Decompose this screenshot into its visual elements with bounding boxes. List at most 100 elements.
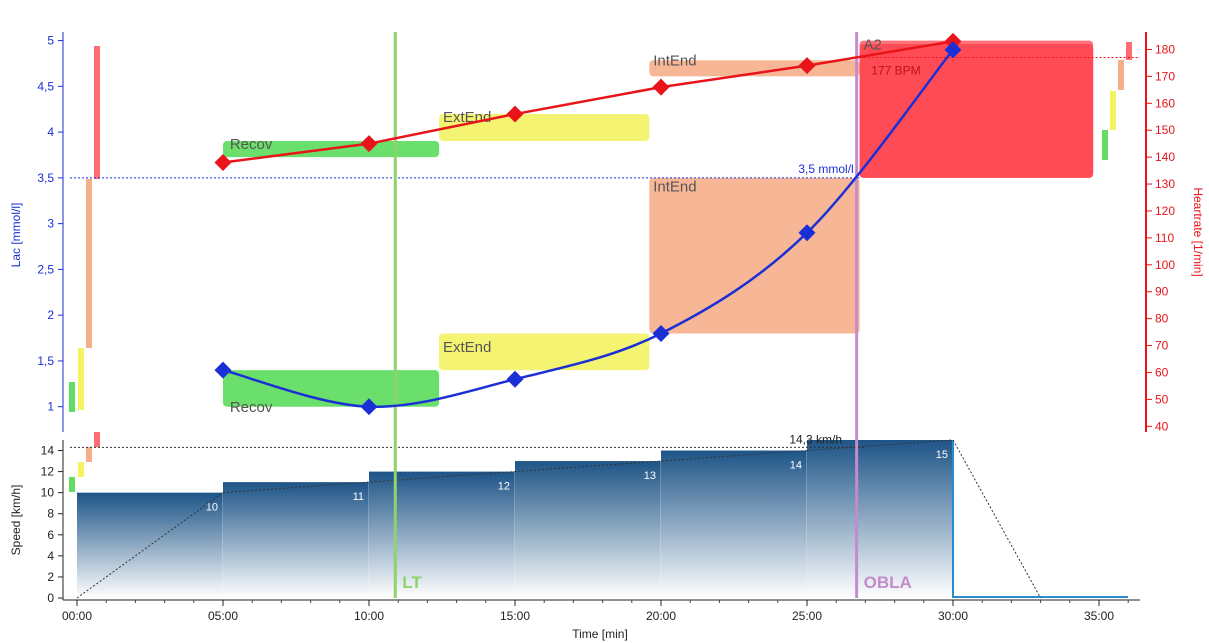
speed-step-10 [77, 492, 223, 598]
heartrate-tick-label: 70 [1155, 339, 1169, 353]
heartrate-point-4 [798, 57, 816, 75]
lactate-point-1 [360, 398, 378, 416]
zone-label-recov-lac: Recov [230, 399, 273, 416]
x-tick-label: 00:00 [62, 609, 92, 623]
zone-label-text: A2 [863, 36, 881, 53]
lactate-tick-label: 3,5 [37, 171, 54, 185]
speed-step-label: 12 [498, 481, 510, 493]
heartrate-tick-label: 130 [1155, 177, 1175, 191]
lactate-tick-label: 2,5 [37, 262, 54, 276]
heartrate-tick-label: 120 [1155, 204, 1175, 218]
zone-label-extend-lac: ExtEnd [443, 339, 491, 356]
right-zone-indicators [1102, 42, 1132, 160]
speed-tick-label: 6 [47, 528, 54, 542]
zone-label-text: Recov [230, 136, 273, 153]
speed-tick-label: 0 [47, 591, 54, 605]
speed-tick-label: 2 [47, 570, 54, 584]
heartrate-tick-label: 100 [1155, 258, 1175, 272]
lactate-point-0 [214, 361, 232, 379]
lactate-tick-label: 1 [47, 400, 54, 414]
heartrate-tick-label: 180 [1155, 42, 1175, 56]
speed-step-label: 13 [644, 470, 656, 482]
speed-tick-label: 4 [47, 549, 54, 563]
zone-label-intend-lac: IntEnd [653, 179, 696, 196]
right-recov-bar [1102, 130, 1108, 160]
zone-label-text: ExtEnd [443, 339, 491, 356]
speed-step-14 [661, 450, 807, 598]
speed-step-12 [369, 471, 515, 598]
left-speed-bar-max [94, 432, 100, 447]
zone-intend-lactate [649, 177, 860, 334]
speed-step-label: 14 [790, 460, 802, 472]
left-max-bar [94, 46, 100, 179]
lactate-tick-label: 4,5 [37, 79, 54, 93]
marker-obla-label: OBLA [864, 573, 912, 592]
speed-step-11 [223, 482, 369, 598]
lactate-point-2 [506, 370, 524, 388]
heartrate-tick-label: 60 [1155, 365, 1169, 379]
right-max-bar [1126, 42, 1132, 60]
x-tick-label: 20:00 [646, 609, 676, 623]
lactate-curve [222, 48, 954, 408]
heartrate-tick-label: 140 [1155, 150, 1175, 164]
heartrate-point-2 [506, 105, 524, 123]
lactate-tick-label: 2 [47, 308, 54, 322]
heartrate-tick-label: 160 [1155, 96, 1175, 110]
lactate-point-3 [652, 324, 670, 342]
left-zone-indicators [69, 46, 100, 492]
left-speed-bar-recov [69, 477, 75, 492]
speed-step-label: 11 [353, 491, 364, 503]
left-recov-bar [69, 382, 75, 412]
speed-panel: 10 11 12 13 14 15 [76, 439, 1128, 599]
heartrate-tick-label: 50 [1155, 392, 1169, 406]
heartrate-tick-label: 80 [1155, 312, 1169, 326]
threshold-lines: 3,5 mmol/l 177 BPM 14,3 km/h [70, 57, 1140, 448]
left-intend-bar [86, 179, 92, 348]
x-tick-label: 25:00 [792, 609, 822, 623]
x-tick-label: 05:00 [208, 609, 238, 623]
right-intend-bar [1118, 60, 1124, 90]
zone-extend-heartrate [439, 114, 650, 141]
speed-tick-label: 14 [41, 444, 55, 458]
left-speed-bar-extend [78, 462, 84, 477]
zone-extend-lactate [439, 333, 650, 371]
zone-label-recov-hr: Recov [230, 136, 273, 153]
vertical-markers: LT OBLA [393, 32, 912, 598]
heartrate-point-0 [214, 154, 232, 171]
speed-step-13 [515, 461, 661, 598]
speed-tick-label: 10 [41, 486, 55, 500]
lactate-threshold-label: 3,5 mmol/l [798, 162, 853, 176]
heartrate-line [222, 40, 954, 164]
zone-label-intend-hr: IntEnd [653, 53, 696, 70]
lactate-tick-label: 1,5 [37, 354, 54, 368]
heartrate-tick-label: 170 [1155, 69, 1175, 83]
x-axis-title: Time [min] [572, 627, 628, 641]
heartrate-threshold-label: 177 BPM [871, 64, 920, 78]
heartrate-point-3 [652, 78, 670, 96]
heartrate-tick-label: 110 [1155, 231, 1174, 245]
heartrate-tick-label: 90 [1155, 285, 1169, 299]
speed-axis-title: Speed [km/h] [9, 485, 23, 556]
marker-lt-label: LT [402, 573, 422, 592]
heartrate-point-1 [360, 135, 378, 153]
speed-threshold-label: 14,3 km/h [789, 432, 842, 446]
speed-ramp-line [76, 439, 1042, 599]
speed-step-15 [807, 440, 953, 598]
lactate-tick-label: 5 [47, 34, 54, 48]
left-extend-bar [78, 348, 84, 410]
x-tick-label: 10:00 [354, 609, 384, 623]
zone-label-text: Recov [230, 399, 273, 416]
speed-step-label: 15 [936, 449, 948, 461]
speed-tick-label: 12 [41, 465, 55, 479]
zone-label-text: IntEnd [653, 179, 696, 196]
x-tick-label: 15:00 [500, 609, 530, 623]
speed-tick-label: 8 [47, 507, 54, 521]
heartrate-tick-label: 40 [1155, 419, 1169, 433]
right-extend-bar [1110, 91, 1116, 130]
zone-a2-heartrate [859, 44, 1094, 178]
lactate-tick-label: 3 [47, 217, 54, 231]
axes: 11,522,533,544,5540506070809010011012013… [37, 32, 1175, 623]
lactate-tick-label: 4 [47, 125, 54, 139]
